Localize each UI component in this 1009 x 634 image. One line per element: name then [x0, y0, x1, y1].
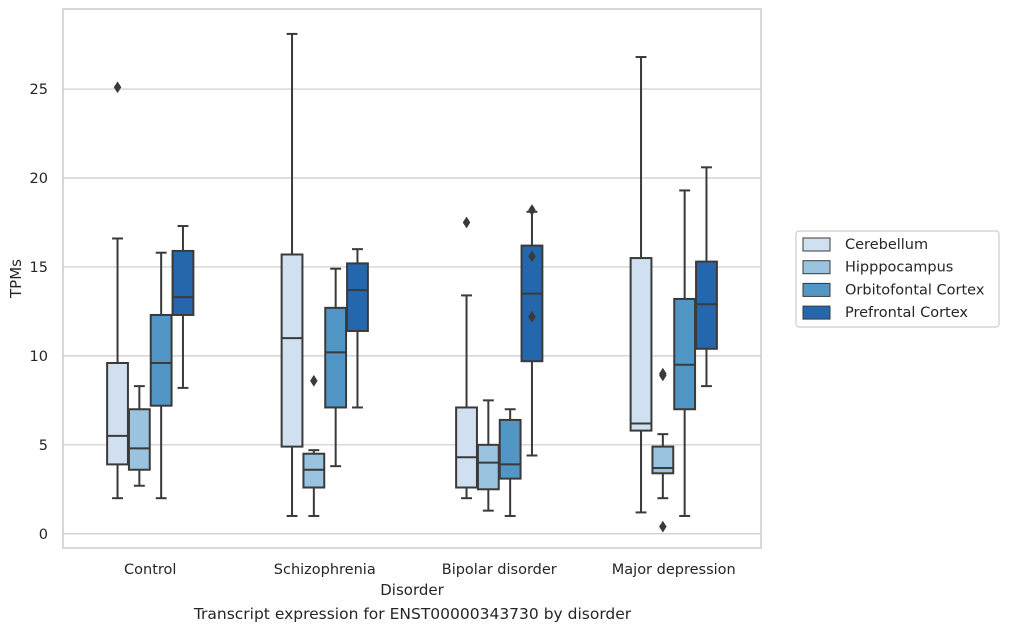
box-cerebellum [106, 81, 129, 500]
y-tick-label: 20 [30, 171, 48, 187]
y-axis-label: TPMs [7, 259, 25, 299]
box-series [106, 32, 718, 533]
box-hipppocampus [651, 367, 675, 533]
box-iqr [106, 361, 129, 466]
outlier-point [528, 250, 536, 263]
box-cerebellum [280, 32, 304, 517]
legend-label: Cerebellum [845, 237, 928, 253]
box-iqr [673, 297, 697, 411]
box-iqr [346, 262, 369, 332]
x-tick-label: Control [124, 562, 176, 578]
box-iqr [324, 306, 348, 409]
box-iqr [629, 257, 653, 432]
box-prefrontal-cortex [695, 166, 718, 388]
box-orbitofontal-cortex [498, 408, 522, 517]
outlier-point [659, 520, 667, 533]
x-tick-label: Schizophrenia [274, 562, 376, 578]
outlier-point [462, 216, 471, 229]
box-prefrontal-cortex [171, 225, 195, 389]
outlier-point [659, 369, 667, 382]
box-iqr [455, 406, 478, 489]
y-tick-label: 25 [30, 82, 48, 98]
legend-label: Orbitofontal Cortex [845, 282, 985, 298]
box-iqr [171, 249, 195, 316]
y-tick-label: 10 [30, 349, 48, 365]
outlier-point [528, 310, 536, 323]
box-iqr [498, 418, 522, 480]
box-iqr [280, 253, 304, 448]
outlier-point [113, 81, 122, 94]
y-tick-label: 5 [39, 438, 48, 454]
plot-area-frame [62, 8, 762, 549]
box-orbitofontal-cortex [149, 251, 173, 500]
x-axis-label: Disorder [380, 581, 444, 599]
legend-swatch [802, 305, 831, 320]
legend-frame [795, 230, 1000, 328]
y-tick-label: 15 [30, 260, 48, 276]
legend-swatch [802, 237, 831, 252]
box-iqr [149, 313, 173, 407]
tick-labels: 0 5 10 15 20 25 Control Schizophrenia Bipolar di… [30, 82, 736, 578]
outlier-point [528, 204, 536, 216]
box-iqr [476, 443, 500, 491]
box-hipppocampus [476, 399, 500, 512]
legend-swatch [802, 282, 831, 297]
box-hipppocampus [302, 374, 326, 517]
legend-label: Hipppocampus [845, 260, 953, 276]
box-orbitofontal-cortex [673, 189, 697, 517]
box-hipppocampus [127, 385, 151, 487]
outlier-point [310, 374, 318, 387]
box-iqr [520, 244, 544, 363]
box-prefrontal-cortex [520, 204, 544, 457]
y-tick-label: 0 [39, 527, 48, 543]
x-tick-label: Bipolar disorder [442, 562, 557, 578]
figure-caption: Transcript expression for ENST0000034373… [193, 605, 632, 623]
legend-swatch [802, 260, 831, 275]
box-iqr [651, 445, 675, 475]
x-tick-label: Major depression [612, 562, 736, 578]
box-prefrontal-cortex [346, 248, 369, 409]
box-cerebellum [629, 56, 653, 514]
box-orbitofontal-cortex [324, 267, 348, 468]
legend-label: Prefrontal Cortex [845, 305, 968, 321]
legend: Cerebellum Hipppocampus Orbitofontal Corte… [795, 230, 1000, 328]
box-iqr [127, 408, 151, 471]
box-cerebellum [455, 216, 478, 500]
